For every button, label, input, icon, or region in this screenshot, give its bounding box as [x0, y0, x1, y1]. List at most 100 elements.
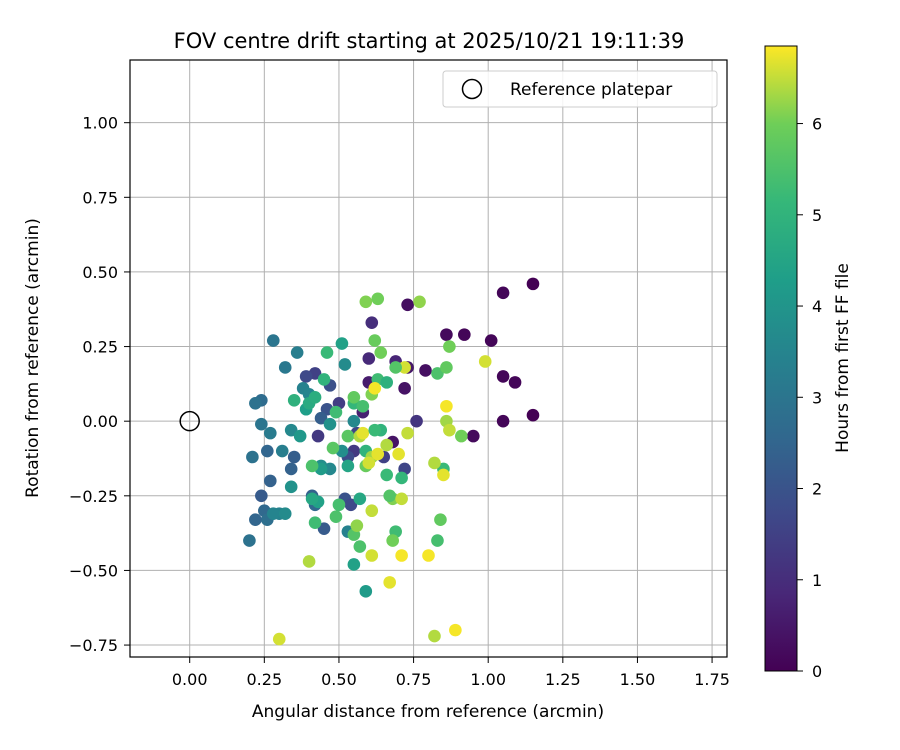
x-axis-label: Angular distance from reference (arcmin) — [252, 702, 604, 722]
legend-marker-icon — [461, 78, 483, 100]
scatter-point — [332, 498, 346, 512]
scatter-point — [458, 328, 471, 341]
scatter-point — [422, 549, 435, 562]
scatter-point — [395, 492, 408, 506]
y-axis-label: Rotation from reference (arcmin) — [23, 218, 43, 498]
scatter-point — [246, 450, 259, 464]
scatter-point — [243, 534, 256, 547]
colorbar-tick-label: 3 — [812, 388, 822, 407]
scatter-point — [338, 358, 352, 371]
chart-title: FOV centre drift starting at 2025/10/21 … — [174, 29, 685, 53]
scatter-point — [365, 316, 379, 329]
scatter-point — [395, 471, 408, 485]
scatter-point — [287, 450, 301, 464]
scatter-point — [401, 298, 414, 312]
scatter-point — [431, 534, 444, 547]
scatter-point — [356, 399, 370, 413]
colorbar — [764, 45, 798, 672]
y-tick-label: 0.75 — [82, 188, 118, 207]
scatter-point — [347, 414, 361, 428]
colorbar-ticks: 0 1 2 3 4 5 6 — [797, 115, 822, 681]
scatter-point — [508, 376, 522, 389]
scatter-point — [249, 396, 262, 410]
x-tick-label: 0.25 — [247, 670, 283, 689]
scatter-point — [263, 474, 277, 488]
scatter-point — [341, 429, 355, 443]
scatter-point — [398, 382, 411, 395]
scatter-point — [317, 373, 331, 386]
colorbar-tick-label: 1 — [812, 571, 822, 590]
scatter-point — [380, 438, 394, 452]
scatter-point — [419, 364, 432, 377]
scatter-point — [308, 516, 322, 529]
scatter-point — [395, 549, 408, 562]
scatter-point — [350, 519, 364, 532]
scatter-point — [255, 417, 268, 431]
scatter-point — [353, 492, 367, 506]
scatter-point — [272, 632, 286, 646]
scatter-point — [335, 337, 349, 350]
scatter-point — [275, 444, 289, 458]
scatter-point — [368, 334, 382, 347]
scatter-point — [434, 513, 447, 526]
scatter-point — [266, 334, 280, 347]
scatter-point — [305, 492, 319, 506]
scatter-point — [341, 459, 355, 473]
scatter-point — [371, 292, 385, 306]
scatter-point — [368, 382, 382, 395]
scatter-point — [266, 507, 280, 521]
scatter-point — [371, 447, 385, 461]
x-tick-label: 1.50 — [620, 670, 656, 689]
scatter-point — [284, 462, 298, 476]
plot-frame — [129, 59, 728, 658]
scatter-point — [496, 286, 510, 300]
y-tick-label: 1.00 — [82, 114, 118, 133]
scatter-point — [249, 513, 262, 526]
legend-box — [442, 70, 718, 108]
y-tick-label: 0.25 — [82, 338, 118, 357]
scatter-point — [344, 498, 358, 512]
y-tick-label: −0.50 — [69, 561, 118, 580]
scatter-points — [243, 277, 540, 646]
scatter-point — [255, 489, 268, 503]
colorbar-tick-label: 2 — [812, 480, 822, 499]
scatter-point — [320, 346, 334, 359]
x-tick-label: 0.00 — [172, 670, 208, 689]
scatter-point — [443, 340, 456, 353]
scatter-point — [362, 352, 376, 365]
scatter-point — [287, 393, 301, 407]
scatter-point — [440, 328, 453, 341]
grid — [130, 60, 727, 657]
scatter-point — [526, 408, 540, 422]
x-tick-label: 1.00 — [470, 670, 506, 689]
scatter-point — [284, 480, 298, 494]
scatter-point — [305, 459, 319, 473]
scatter-point — [410, 414, 423, 428]
scatter-point — [431, 367, 444, 380]
scatter-point — [386, 534, 399, 547]
scatter-point — [413, 295, 426, 309]
scatter-point — [347, 391, 361, 404]
reference-point-marker — [179, 410, 200, 432]
scatter-point — [428, 629, 441, 643]
scatter-point — [466, 429, 480, 443]
scatter-point — [484, 334, 498, 347]
colorbar-tick-label: 6 — [812, 115, 822, 134]
scatter-point — [317, 522, 331, 535]
scatter-point — [374, 346, 388, 359]
scatter-point — [302, 555, 316, 568]
scatter-point — [478, 355, 492, 368]
scatter-point — [368, 423, 382, 437]
scatter-point — [380, 468, 394, 482]
scatter-point — [398, 361, 411, 374]
scatter-point — [323, 417, 337, 431]
colorbar-label: Hours from first FF file — [833, 263, 853, 453]
scatter-point — [314, 411, 328, 425]
scatter-point — [392, 447, 405, 461]
scatter-point — [526, 277, 540, 291]
scatter-point — [311, 429, 325, 443]
scatter-point — [362, 456, 376, 470]
scatter-point — [365, 504, 379, 518]
scatter-point — [261, 444, 274, 458]
